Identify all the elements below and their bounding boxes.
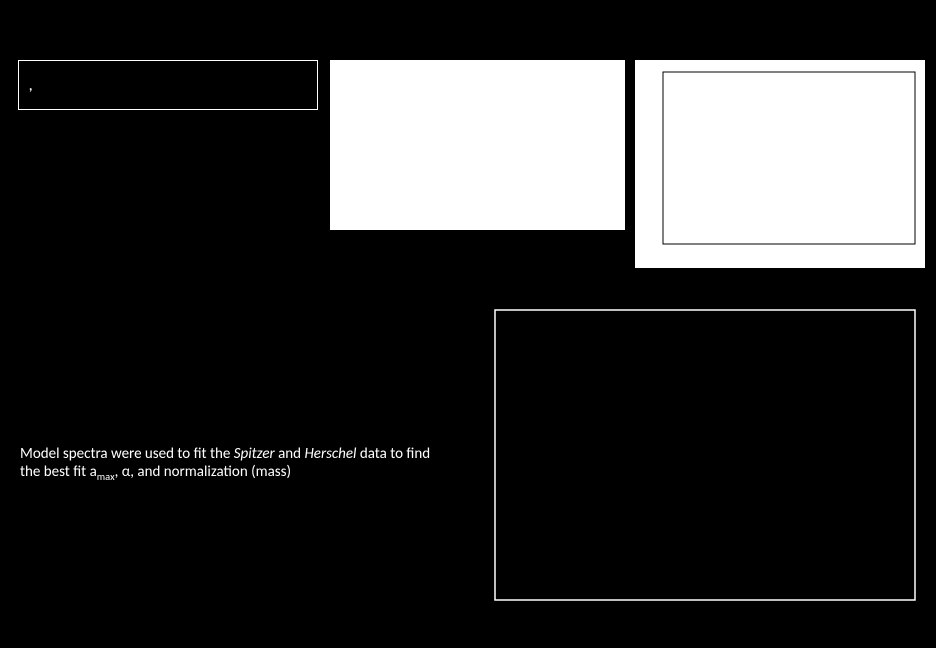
parameters-box: , (18, 60, 318, 110)
rates-box (330, 60, 625, 230)
page-title (0, 0, 936, 16)
dust-temperature-chart (440, 300, 930, 640)
model-text: Model spectra were used to fit the Spitz… (20, 445, 440, 483)
sed-plot (635, 60, 925, 268)
params-qabs: , (29, 77, 307, 97)
